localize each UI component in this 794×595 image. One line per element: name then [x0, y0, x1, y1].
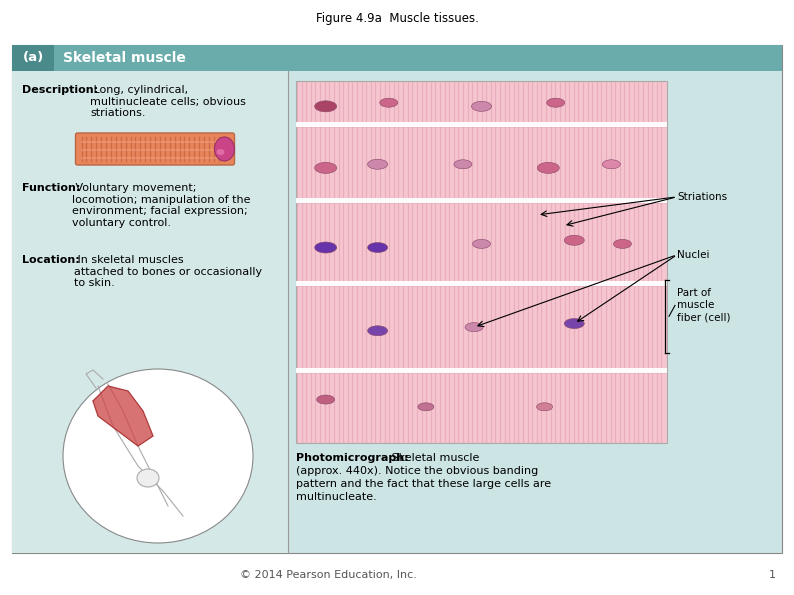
Bar [296, 198, 667, 203]
Ellipse shape [314, 101, 337, 112]
Ellipse shape [465, 322, 483, 331]
Ellipse shape [368, 159, 387, 169]
Text: Striations: Striations [677, 192, 727, 202]
Polygon shape [93, 386, 153, 446]
Ellipse shape [537, 403, 553, 411]
Ellipse shape [368, 326, 387, 336]
Ellipse shape [314, 242, 337, 253]
Ellipse shape [547, 98, 565, 107]
Ellipse shape [565, 318, 584, 328]
Ellipse shape [603, 160, 620, 169]
Text: Skeletal muscle: Skeletal muscle [63, 51, 186, 65]
Ellipse shape [418, 403, 434, 411]
Ellipse shape [454, 160, 472, 169]
Ellipse shape [472, 101, 491, 111]
Text: 1: 1 [769, 570, 776, 580]
Text: Photomicrograph:: Photomicrograph: [296, 453, 409, 463]
Ellipse shape [314, 162, 337, 173]
Ellipse shape [472, 239, 491, 248]
Text: Part of
muscle
fiber (cell): Part of muscle fiber (cell) [677, 288, 730, 323]
Bar [12, 45, 782, 553]
Ellipse shape [380, 98, 398, 107]
Ellipse shape [565, 235, 584, 245]
Text: In skeletal muscles
attached to bones or occasionally
to skin.: In skeletal muscles attached to bones or… [74, 255, 262, 288]
Ellipse shape [614, 239, 631, 248]
Ellipse shape [137, 469, 159, 487]
Text: pattern and the fact that these large cells are: pattern and the fact that these large ce… [296, 479, 551, 489]
Bar [12, 45, 782, 71]
Bar [296, 281, 667, 286]
Ellipse shape [317, 395, 335, 404]
Text: multinucleate.: multinucleate. [296, 492, 376, 502]
Bar [296, 81, 667, 443]
FancyBboxPatch shape [75, 133, 234, 165]
Text: (a): (a) [22, 52, 44, 64]
Text: Figure 4.9a  Muscle tissues.: Figure 4.9a Muscle tissues. [315, 12, 479, 25]
Text: © 2014 Pearson Education, Inc.: © 2014 Pearson Education, Inc. [240, 570, 417, 580]
Ellipse shape [214, 137, 234, 161]
Text: Location:: Location: [22, 255, 79, 265]
Bar [296, 122, 667, 127]
Text: Nuclei: Nuclei [677, 250, 710, 260]
Text: Description:: Description: [22, 85, 98, 95]
Bar [12, 71, 288, 553]
Bar [12, 45, 54, 71]
Text: Voluntary movement;
locomotion; manipulation of the
environment; facial expressi: Voluntary movement; locomotion; manipula… [72, 183, 250, 228]
Ellipse shape [538, 162, 559, 173]
Ellipse shape [217, 149, 225, 155]
Ellipse shape [63, 369, 253, 543]
Text: Long, cylindrical,
multinucleate cells; obvious
striations.: Long, cylindrical, multinucleate cells; … [90, 85, 246, 118]
Text: (approx. 440x). Notice the obvious banding: (approx. 440x). Notice the obvious bandi… [296, 466, 538, 476]
Bar [296, 368, 667, 373]
Ellipse shape [368, 243, 387, 252]
Text: Skeletal muscle: Skeletal muscle [388, 453, 480, 463]
Text: Function:: Function: [22, 183, 80, 193]
